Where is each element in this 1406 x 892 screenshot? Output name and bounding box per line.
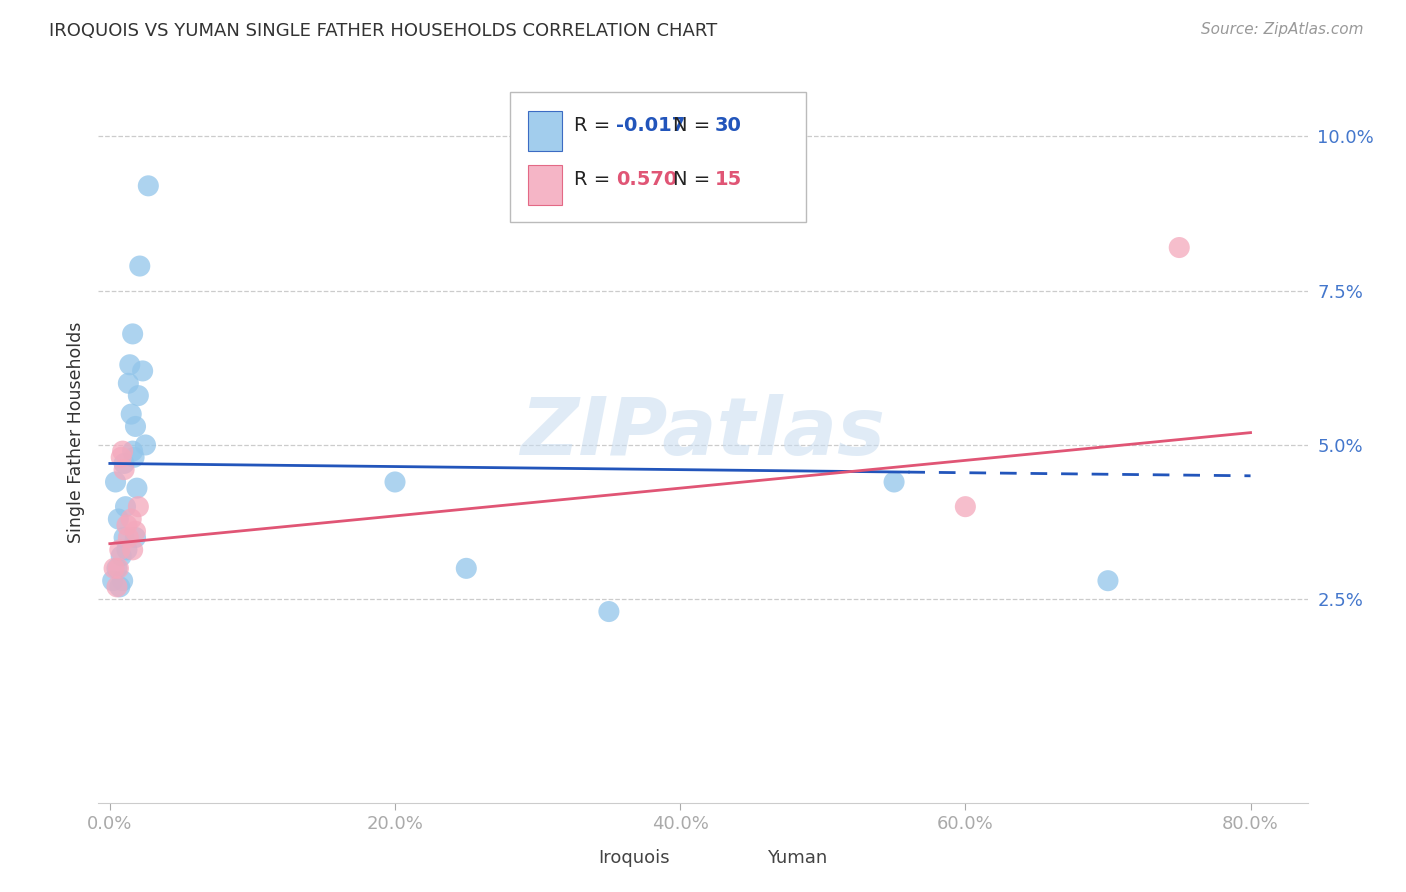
Point: [120, 512, 142, 526]
Point: [118, 358, 141, 372]
Point: [125, 481, 148, 495]
Point: [114, 500, 136, 514]
Text: 0.570: 0.570: [616, 169, 678, 189]
Text: R =: R =: [574, 169, 616, 189]
Text: Source: ZipAtlas.com: Source: ZipAtlas.com: [1201, 22, 1364, 37]
Point: [103, 561, 125, 575]
Point: [127, 500, 149, 514]
Point: [117, 531, 139, 545]
Text: 30: 30: [716, 116, 742, 135]
Text: Iroquois: Iroquois: [598, 848, 669, 867]
Point: [127, 388, 149, 402]
Point: [111, 444, 134, 458]
Point: [107, 561, 129, 575]
Point: [105, 561, 128, 575]
Point: [598, 605, 620, 619]
Point: [131, 364, 153, 378]
Text: IROQUOIS VS YUMAN SINGLE FATHER HOUSEHOLDS CORRELATION CHART: IROQUOIS VS YUMAN SINGLE FATHER HOUSEHOL…: [49, 22, 717, 40]
Point: [128, 259, 150, 273]
Point: [121, 542, 143, 557]
Point: [115, 542, 138, 557]
Point: [122, 450, 145, 465]
Point: [456, 561, 478, 575]
Point: [120, 407, 142, 421]
Text: ZIPatlas: ZIPatlas: [520, 393, 886, 472]
Text: N =: N =: [672, 169, 716, 189]
Point: [121, 326, 143, 341]
Point: [112, 457, 135, 471]
Point: [134, 438, 156, 452]
Text: N =: N =: [672, 116, 716, 135]
FancyBboxPatch shape: [721, 846, 755, 868]
Point: [115, 518, 138, 533]
Point: [136, 178, 159, 193]
Point: [124, 524, 146, 539]
Point: [107, 512, 129, 526]
Point: [111, 574, 134, 588]
Point: [112, 531, 135, 545]
Point: [124, 419, 146, 434]
Point: [112, 462, 135, 476]
Point: [105, 580, 128, 594]
Point: [108, 580, 131, 594]
Point: [101, 574, 124, 588]
Point: [124, 531, 146, 545]
Point: [384, 475, 406, 489]
Point: [1168, 240, 1191, 254]
Point: [108, 542, 131, 557]
Point: [955, 500, 977, 514]
Y-axis label: Single Father Households: Single Father Households: [66, 322, 84, 543]
Point: [110, 549, 132, 563]
FancyBboxPatch shape: [527, 165, 561, 205]
Text: R =: R =: [574, 116, 616, 135]
Point: [104, 475, 127, 489]
Point: [110, 450, 132, 465]
Text: 15: 15: [716, 169, 742, 189]
Text: Yuman: Yuman: [768, 848, 827, 867]
FancyBboxPatch shape: [509, 92, 806, 221]
FancyBboxPatch shape: [527, 111, 561, 152]
FancyBboxPatch shape: [551, 846, 586, 868]
Text: -0.017: -0.017: [616, 116, 685, 135]
Point: [117, 376, 139, 391]
Point: [121, 444, 143, 458]
Point: [883, 475, 905, 489]
Point: [1097, 574, 1119, 588]
